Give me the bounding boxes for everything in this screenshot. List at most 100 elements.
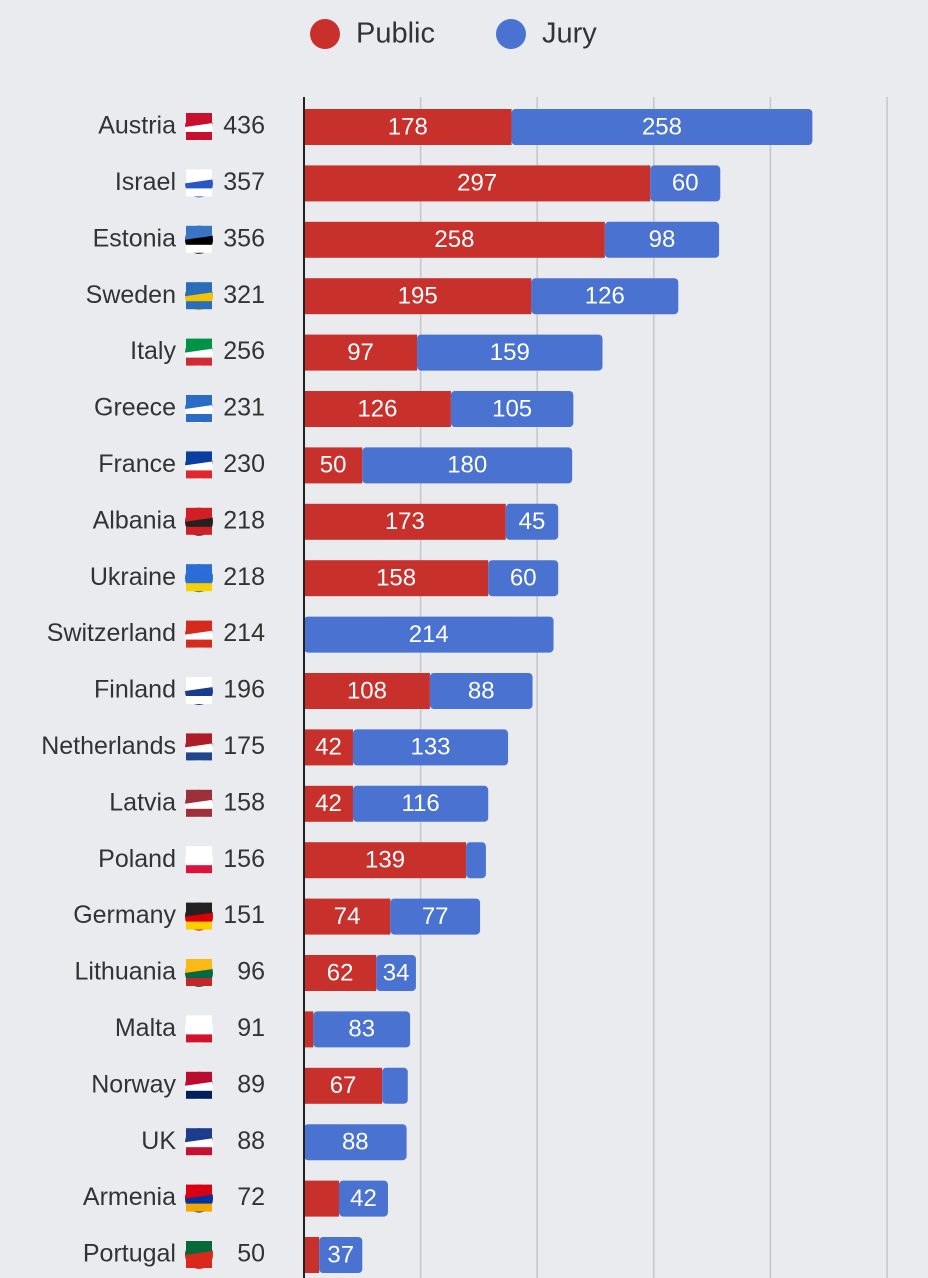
flag: [186, 132, 212, 140]
flag: [186, 338, 212, 348]
value-label: 83: [348, 1016, 375, 1043]
flag: [186, 959, 212, 968]
flag: [186, 1128, 212, 1138]
value-label: 50: [320, 452, 347, 479]
value-label: 158: [376, 565, 416, 592]
flag: [186, 752, 212, 761]
bar-segment: [304, 109, 512, 145]
legend-label: Public: [356, 18, 435, 50]
flag: [186, 902, 212, 912]
flag: [186, 789, 212, 799]
bar-segment: [511, 109, 813, 145]
flag: [186, 1090, 212, 1099]
flag: [186, 696, 212, 704]
bar-segment: [319, 1237, 363, 1273]
bar-segment: [505, 503, 559, 540]
flag: [186, 846, 212, 856]
bar-segment: [352, 729, 509, 766]
flag: [186, 583, 212, 592]
bar-segment: [531, 278, 679, 315]
bar-segment: [304, 1011, 314, 1048]
bar-segment: [466, 842, 486, 879]
total-label: 175: [223, 732, 265, 760]
category-label: Greece: [94, 394, 176, 422]
value-label: 88: [468, 677, 495, 704]
bar-segment: [304, 334, 418, 371]
flag: [186, 301, 212, 310]
flag: [186, 1015, 212, 1025]
flag: [186, 1203, 212, 1212]
value-label: 173: [385, 508, 425, 535]
flag: [186, 639, 212, 648]
total-label: 88: [237, 1127, 265, 1155]
value-label: 126: [357, 395, 397, 422]
value-label: 37: [327, 1241, 354, 1268]
bar-segment: [304, 842, 467, 879]
flag: [186, 620, 212, 630]
total-label: 214: [223, 619, 265, 647]
legend-swatch: [496, 19, 526, 49]
bar-segment: [362, 447, 573, 484]
value-label: 45: [519, 508, 546, 535]
category-label: Albania: [93, 506, 176, 534]
flag: [186, 921, 212, 930]
value-label: 297: [457, 170, 497, 197]
bar-segment: [304, 221, 605, 258]
flag: [186, 414, 212, 422]
total-label: 156: [223, 845, 265, 873]
total-label: 151: [223, 901, 265, 929]
total-label: 230: [223, 450, 265, 478]
value-label: 60: [510, 565, 537, 592]
flag: [186, 564, 212, 574]
bar-segment: [304, 729, 353, 766]
flag: [186, 526, 212, 535]
category-label: France: [98, 450, 176, 478]
total-label: 218: [223, 506, 265, 534]
category-label: Ukraine: [90, 563, 176, 591]
category-label: Malta: [115, 1014, 176, 1042]
value-label: 180: [447, 452, 487, 479]
flag: [186, 1184, 212, 1194]
total-label: 356: [223, 224, 265, 252]
bar-segment: [313, 1011, 411, 1048]
category-label: Norway: [91, 1070, 176, 1098]
flag: [186, 978, 212, 986]
value-label: 88: [342, 1129, 369, 1156]
flag: [186, 357, 212, 366]
bar-segment: [429, 673, 533, 709]
category-label: Italy: [130, 337, 176, 365]
value-label: 98: [649, 226, 676, 253]
total-label: 196: [223, 676, 265, 704]
value-label: 34: [383, 959, 410, 986]
category-label: Estonia: [93, 224, 176, 252]
bar-segment: [304, 503, 506, 540]
flag: [186, 507, 212, 517]
bar-segment: [304, 955, 377, 991]
category-label: Poland: [98, 845, 176, 873]
bar-segment: [304, 673, 430, 709]
value-label: 178: [388, 113, 428, 140]
category-label: Israel: [115, 168, 176, 196]
bar-segment: [450, 391, 574, 427]
legend-swatch: [310, 19, 340, 49]
bar-segment: [304, 165, 651, 202]
bar-segment: [390, 898, 481, 935]
bar-segment: [304, 1180, 339, 1217]
bar-segment: [650, 165, 721, 202]
flag: [186, 677, 212, 686]
value-label: 195: [398, 283, 438, 310]
bar-segment: [304, 391, 451, 427]
flag: [186, 1260, 212, 1268]
total-label: 89: [237, 1070, 265, 1098]
bar-segment: [488, 560, 559, 597]
flag: [186, 169, 212, 179]
category-label: Germany: [73, 901, 176, 929]
bar-segment: [382, 1067, 408, 1104]
flag: [186, 1147, 212, 1156]
value-label: 159: [490, 339, 530, 366]
value-label: 67: [330, 1072, 357, 1099]
flag: [186, 395, 212, 404]
value-label: 42: [315, 734, 342, 761]
category-label: Armenia: [83, 1183, 176, 1211]
